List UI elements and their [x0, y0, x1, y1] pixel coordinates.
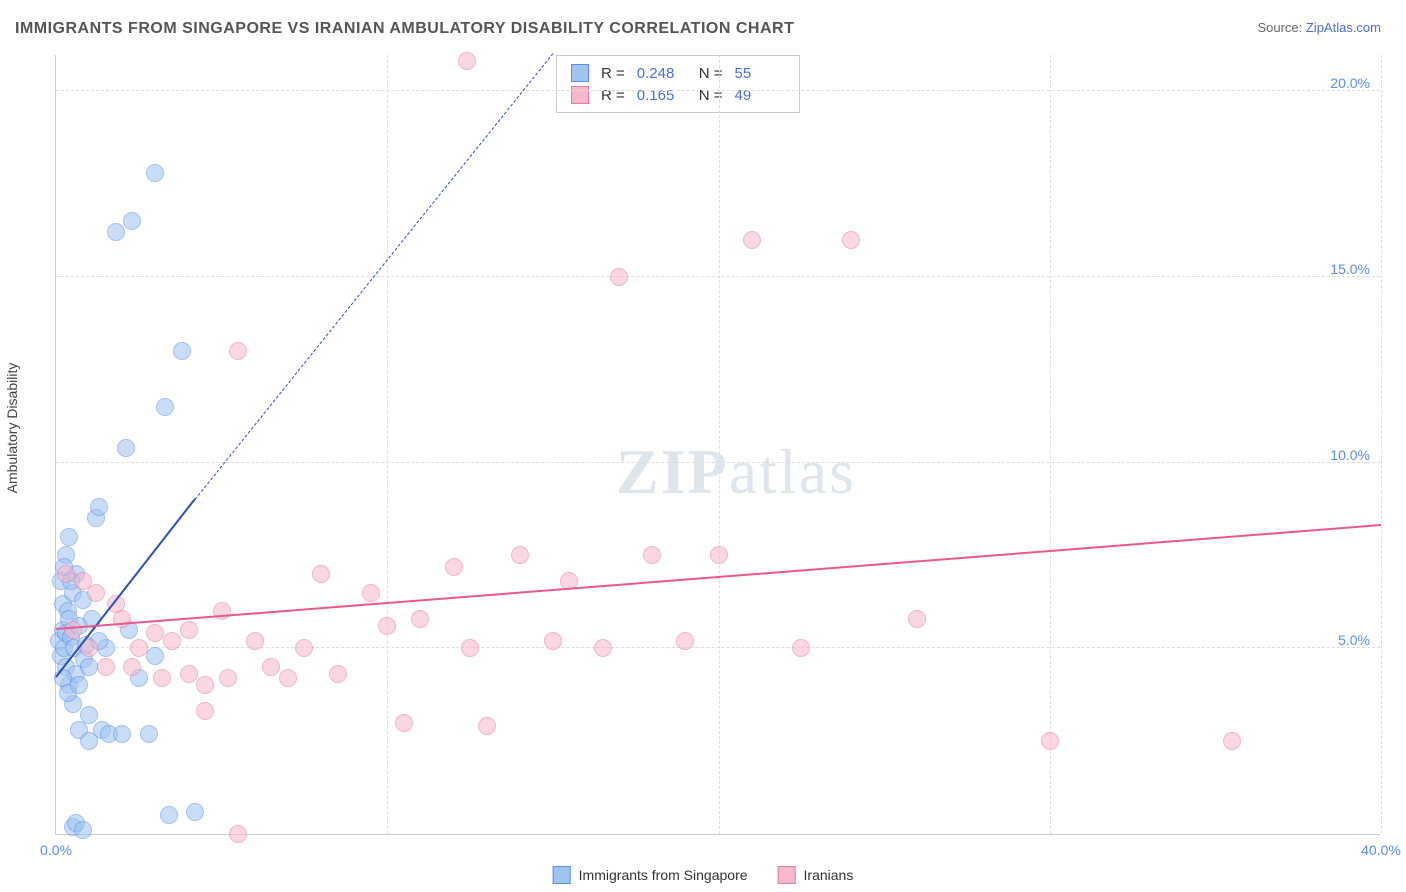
scatter-point — [160, 806, 178, 824]
scatter-point — [156, 398, 174, 416]
scatter-point — [362, 584, 380, 602]
stat-r-value: 0.248 — [637, 65, 687, 82]
scatter-point — [180, 621, 198, 639]
scatter-point — [411, 610, 429, 628]
scatter-point — [80, 658, 98, 676]
y-tick-label: 15.0% — [1330, 261, 1370, 277]
x-tick-label: 40.0% — [1361, 842, 1401, 858]
stat-r-value: 0.165 — [637, 87, 687, 104]
scatter-point — [97, 658, 115, 676]
scatter-point — [140, 725, 158, 743]
scatter-point — [229, 825, 247, 843]
grid-line-vertical — [1050, 55, 1051, 834]
scatter-point — [87, 584, 105, 602]
stats-row: R =0.165N =49 — [571, 84, 785, 106]
scatter-point — [90, 498, 108, 516]
stat-n-value: 49 — [735, 87, 785, 104]
watermark-zip: ZIP — [616, 436, 729, 507]
legend-label: Iranians — [804, 867, 854, 883]
scatter-point — [908, 610, 926, 628]
scatter-point — [60, 528, 78, 546]
scatter-point — [117, 439, 135, 457]
stats-row: R =0.248N =55 — [571, 62, 785, 84]
legend: Immigrants from Singapore Iranians — [553, 866, 854, 884]
legend-swatch — [553, 866, 571, 884]
source-link[interactable]: ZipAtlas.com — [1306, 20, 1381, 35]
scatter-point — [123, 212, 141, 230]
scatter-point — [70, 676, 88, 694]
scatter-point — [57, 565, 75, 583]
scatter-point — [378, 617, 396, 635]
legend-item: Iranians — [778, 866, 854, 884]
stat-r-label: R = — [601, 87, 625, 104]
scatter-point — [478, 717, 496, 735]
scatter-point — [123, 658, 141, 676]
scatter-point — [710, 546, 728, 564]
y-tick-label: 20.0% — [1330, 75, 1370, 91]
scatter-point — [163, 632, 181, 650]
stat-n-value: 55 — [735, 65, 785, 82]
scatter-point — [445, 558, 463, 576]
scatter-point — [146, 624, 164, 642]
scatter-point — [312, 565, 330, 583]
stat-r-label: R = — [601, 65, 625, 82]
scatter-point — [74, 821, 92, 839]
scatter-point — [594, 639, 612, 657]
source-prefix: Source: — [1257, 20, 1305, 35]
scatter-point — [842, 231, 860, 249]
stats-box: R =0.248N =55R =0.165N =49 — [556, 55, 800, 113]
scatter-point — [395, 714, 413, 732]
scatter-point — [219, 669, 237, 687]
legend-swatch — [571, 86, 589, 104]
scatter-point — [643, 546, 661, 564]
scatter-point — [743, 231, 761, 249]
x-tick-label: 0.0% — [40, 842, 72, 858]
scatter-point — [458, 52, 476, 70]
scatter-point — [461, 639, 479, 657]
scatter-point — [107, 223, 125, 241]
legend-item: Immigrants from Singapore — [553, 866, 748, 884]
watermark-atlas: atlas — [729, 436, 856, 507]
grid-line-vertical — [719, 55, 720, 834]
scatter-point — [279, 669, 297, 687]
scatter-point — [511, 546, 529, 564]
y-tick-label: 5.0% — [1338, 632, 1370, 648]
legend-label: Immigrants from Singapore — [579, 867, 748, 883]
scatter-point — [544, 632, 562, 650]
grid-line-vertical — [387, 55, 388, 834]
scatter-point — [610, 268, 628, 286]
source-credit: Source: ZipAtlas.com — [1257, 20, 1381, 35]
grid-line-vertical — [1381, 55, 1382, 834]
scatter-point — [792, 639, 810, 657]
y-tick-label: 10.0% — [1330, 447, 1370, 463]
scatter-point — [173, 342, 191, 360]
scatter-point — [64, 621, 82, 639]
watermark: ZIPatlas — [616, 435, 856, 509]
scatter-point — [1041, 732, 1059, 750]
scatter-point — [180, 665, 198, 683]
scatter-point — [80, 706, 98, 724]
scatter-point — [146, 164, 164, 182]
scatter-point — [229, 342, 247, 360]
scatter-point — [186, 803, 204, 821]
scatter-point — [196, 702, 214, 720]
scatter-point — [153, 669, 171, 687]
scatter-point — [113, 725, 131, 743]
scatter-point — [246, 632, 264, 650]
scatter-point — [295, 639, 313, 657]
plot-area: ZIPatlas R =0.248N =55R =0.165N =49 5.0%… — [55, 55, 1380, 835]
chart-title: IMMIGRANTS FROM SINGAPORE VS IRANIAN AMB… — [15, 20, 794, 38]
scatter-point — [130, 639, 148, 657]
legend-swatch — [571, 64, 589, 82]
scatter-point — [262, 658, 280, 676]
scatter-point — [676, 632, 694, 650]
scatter-point — [146, 647, 164, 665]
y-axis-label: Ambulatory Disability — [4, 363, 20, 494]
legend-swatch — [778, 866, 796, 884]
scatter-point — [1223, 732, 1241, 750]
scatter-point — [329, 665, 347, 683]
scatter-point — [196, 676, 214, 694]
